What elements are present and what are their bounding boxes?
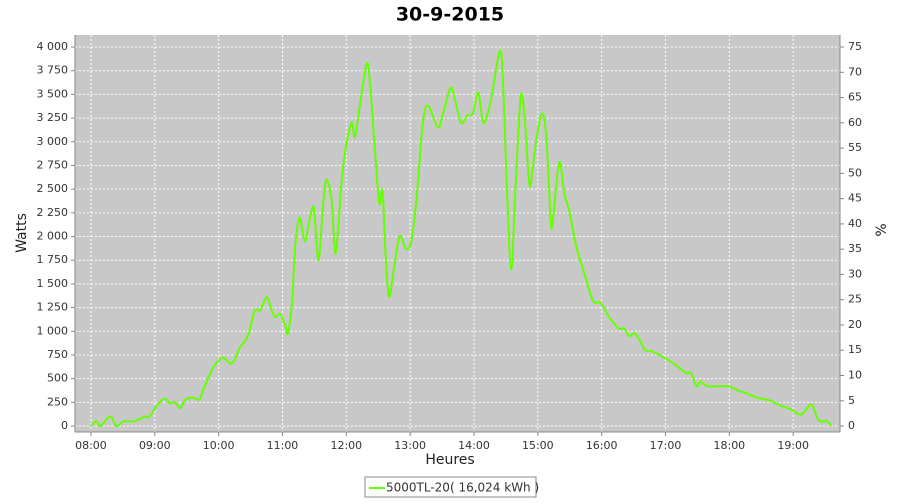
- x-tick-label: 12:00: [330, 439, 362, 452]
- x-tick-label: 17:00: [650, 439, 682, 452]
- y2-tick-label: 45: [848, 192, 862, 205]
- x-tick-label: 11:00: [267, 439, 299, 452]
- y2-tick-label: 55: [848, 141, 862, 154]
- line-series: [90, 49, 833, 428]
- y-tick-label: 1 500: [37, 277, 69, 290]
- x-tick-label: 19:00: [777, 439, 809, 452]
- y-tick-label: 1 000: [37, 324, 69, 337]
- y2-tick-label: 75: [848, 40, 862, 53]
- y-tick-label: 2 750: [37, 158, 69, 171]
- y2-tick-label: 65: [848, 91, 862, 104]
- y2-tick-label: 40: [848, 217, 862, 230]
- plot-area: [75, 35, 840, 432]
- x-tick-label: 10:00: [203, 439, 235, 452]
- y2-tick-label: 70: [848, 65, 862, 78]
- y2-tick-label: 0: [848, 419, 855, 432]
- y-tick-label: 2 000: [37, 230, 69, 243]
- y-tick-label: 4 000: [37, 40, 69, 53]
- y2-tick-label: 35: [848, 242, 862, 255]
- y-tick-label: 2 250: [37, 206, 69, 219]
- legend-box: [364, 476, 537, 498]
- y-tick-label: 2 500: [37, 182, 69, 195]
- y2-tick-label: 50: [848, 166, 862, 179]
- x-tick-label: 16:00: [586, 439, 618, 452]
- y-tick-label: 3 000: [37, 135, 69, 148]
- x-tick-label: 14:00: [458, 439, 490, 452]
- y2-tick-label: 30: [848, 267, 862, 280]
- y-tick-label: 0: [61, 419, 68, 432]
- y-tick-label: 3 250: [37, 111, 69, 124]
- y2-tick-label: 10: [848, 369, 862, 382]
- x-tick-label: 09:00: [139, 439, 171, 452]
- y2-tick-label: 15: [848, 343, 862, 356]
- y-tick-label: 3 750: [37, 64, 69, 77]
- x-tick-label: 18:00: [713, 439, 745, 452]
- y-tick-label: 3 500: [37, 87, 69, 100]
- y-tick-label: 500: [47, 372, 68, 385]
- y2-tick-label: 20: [848, 318, 862, 331]
- x-tick-label: 13:00: [394, 439, 426, 452]
- y2-tick-label: 5: [848, 394, 855, 407]
- y-tick-label: 1 750: [37, 253, 69, 266]
- chart-title: 30-9-2015: [396, 4, 504, 26]
- x-tick-label: 15:00: [522, 439, 554, 452]
- y-tick-label: 1 250: [37, 301, 69, 314]
- y2-tick-label: 60: [848, 116, 862, 129]
- y2-tick-label: 25: [848, 293, 862, 306]
- x-tick-label: 08:00: [75, 439, 107, 452]
- y-axis-label: Watts: [14, 213, 30, 253]
- y-tick-label: 750: [47, 348, 68, 361]
- y2-axis-label: %: [874, 223, 890, 236]
- x-axis-label: Heures: [425, 452, 474, 468]
- legend-label: 5000TL-20( 16,024 kWh ): [386, 481, 539, 495]
- y-tick-label: 250: [47, 395, 68, 408]
